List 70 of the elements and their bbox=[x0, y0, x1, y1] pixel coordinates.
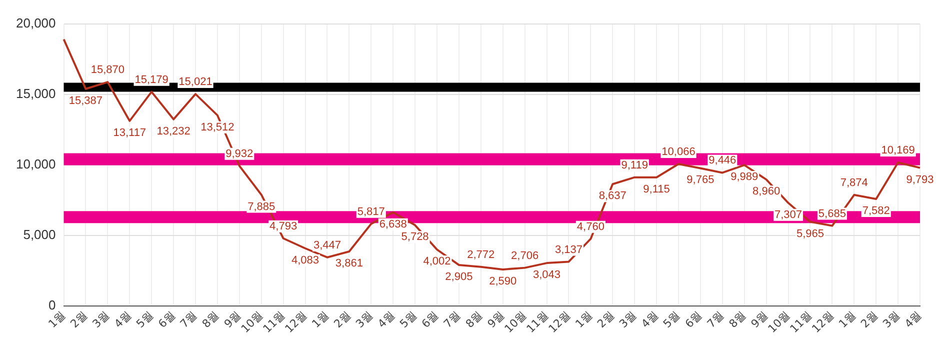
data-label: 15,387 bbox=[68, 94, 103, 107]
data-label: 5,817 bbox=[357, 206, 385, 218]
data-label: 7,582 bbox=[862, 205, 890, 218]
data-label: 7,885 bbox=[248, 200, 276, 213]
x-tick-label: 4월 bbox=[902, 308, 924, 331]
data-label: 5,728 bbox=[401, 231, 429, 244]
x-tick-label: 6월 bbox=[682, 308, 705, 331]
x-tick-label: 7월 bbox=[441, 308, 464, 331]
data-label: 9,932 bbox=[226, 148, 254, 160]
data-label: 3,137 bbox=[554, 244, 582, 256]
x-tick-label: 2월 bbox=[331, 308, 354, 331]
data-label: 5,685 bbox=[818, 208, 846, 220]
y-tick-label: 20,000 bbox=[16, 15, 56, 30]
data-label: 4,793 bbox=[270, 220, 298, 232]
data-label: 9,989 bbox=[730, 171, 758, 184]
data-label: 9,446 bbox=[708, 154, 736, 167]
data-label: 13,117 bbox=[113, 126, 146, 139]
x-tick-label: 7월 bbox=[704, 308, 727, 331]
data-label: 15,179 bbox=[134, 74, 168, 86]
x-tick-label: 1월 bbox=[309, 308, 332, 331]
y-tick-label: 10,000 bbox=[16, 156, 56, 172]
x-tick-label: 1월 bbox=[572, 308, 595, 331]
y-tick-label: 5,000 bbox=[23, 227, 56, 242]
x-tick-label: 6월 bbox=[419, 308, 442, 331]
data-label: 4,083 bbox=[292, 254, 320, 266]
data-label: 2,905 bbox=[445, 271, 473, 284]
data-label: 13,232 bbox=[156, 125, 190, 138]
data-label: 10,066 bbox=[662, 146, 696, 158]
data-label: 2,772 bbox=[467, 248, 495, 261]
x-tick-label: 2월 bbox=[594, 308, 617, 331]
data-label: 15,870 bbox=[90, 64, 124, 76]
data-label: 3,447 bbox=[313, 239, 341, 252]
x-tick-label: 8월 bbox=[200, 308, 222, 331]
data-label: 10,169 bbox=[881, 144, 915, 157]
x-tick-label: 4월 bbox=[112, 308, 134, 331]
data-label: 2,706 bbox=[511, 250, 539, 262]
data-label: 9,115 bbox=[643, 183, 670, 196]
x-tick-label: 3월 bbox=[880, 308, 902, 331]
data-label: 2,590 bbox=[489, 275, 517, 288]
x-tick-label: 1월 bbox=[836, 308, 858, 331]
data-label: 6,638 bbox=[379, 218, 407, 230]
data-label: 3,043 bbox=[533, 269, 561, 282]
x-tick-label: 6월 bbox=[156, 308, 178, 331]
data-label: 15,021 bbox=[178, 76, 212, 88]
data-label: 7,307 bbox=[774, 208, 802, 221]
x-tick-label: 4월 bbox=[638, 308, 661, 331]
x-tick-label: 8월 bbox=[463, 308, 486, 331]
x-tick-label: 5월 bbox=[134, 308, 156, 331]
data-label: 8,637 bbox=[598, 190, 626, 202]
x-tick-label: 5월 bbox=[397, 308, 420, 331]
data-label: 4,760 bbox=[576, 220, 604, 233]
y-tick-label: 15,000 bbox=[16, 86, 56, 101]
data-label: 13,512 bbox=[200, 121, 234, 134]
data-label: 4,002 bbox=[423, 256, 451, 268]
x-tick-label: 3월 bbox=[353, 308, 376, 331]
data-label: 9,765 bbox=[686, 174, 714, 186]
x-tick-label: 2월 bbox=[68, 308, 90, 331]
data-label: 8,960 bbox=[752, 186, 780, 198]
x-tick-label: 4월 bbox=[375, 308, 398, 331]
x-tick-label: 3월 bbox=[90, 308, 112, 331]
x-tick-label: 3월 bbox=[616, 308, 639, 331]
data-label: 9,119 bbox=[621, 159, 648, 172]
x-tick-label: 8월 bbox=[726, 308, 749, 331]
data-label: 7,874 bbox=[840, 176, 868, 189]
data-label: 3,861 bbox=[335, 258, 363, 270]
x-tick-label: 2월 bbox=[858, 308, 880, 331]
data-label: 9,793 bbox=[906, 174, 934, 186]
x-tick-label: 5월 bbox=[660, 308, 683, 331]
x-tick-label: 7월 bbox=[178, 308, 200, 331]
data-label: 5,965 bbox=[796, 228, 824, 240]
